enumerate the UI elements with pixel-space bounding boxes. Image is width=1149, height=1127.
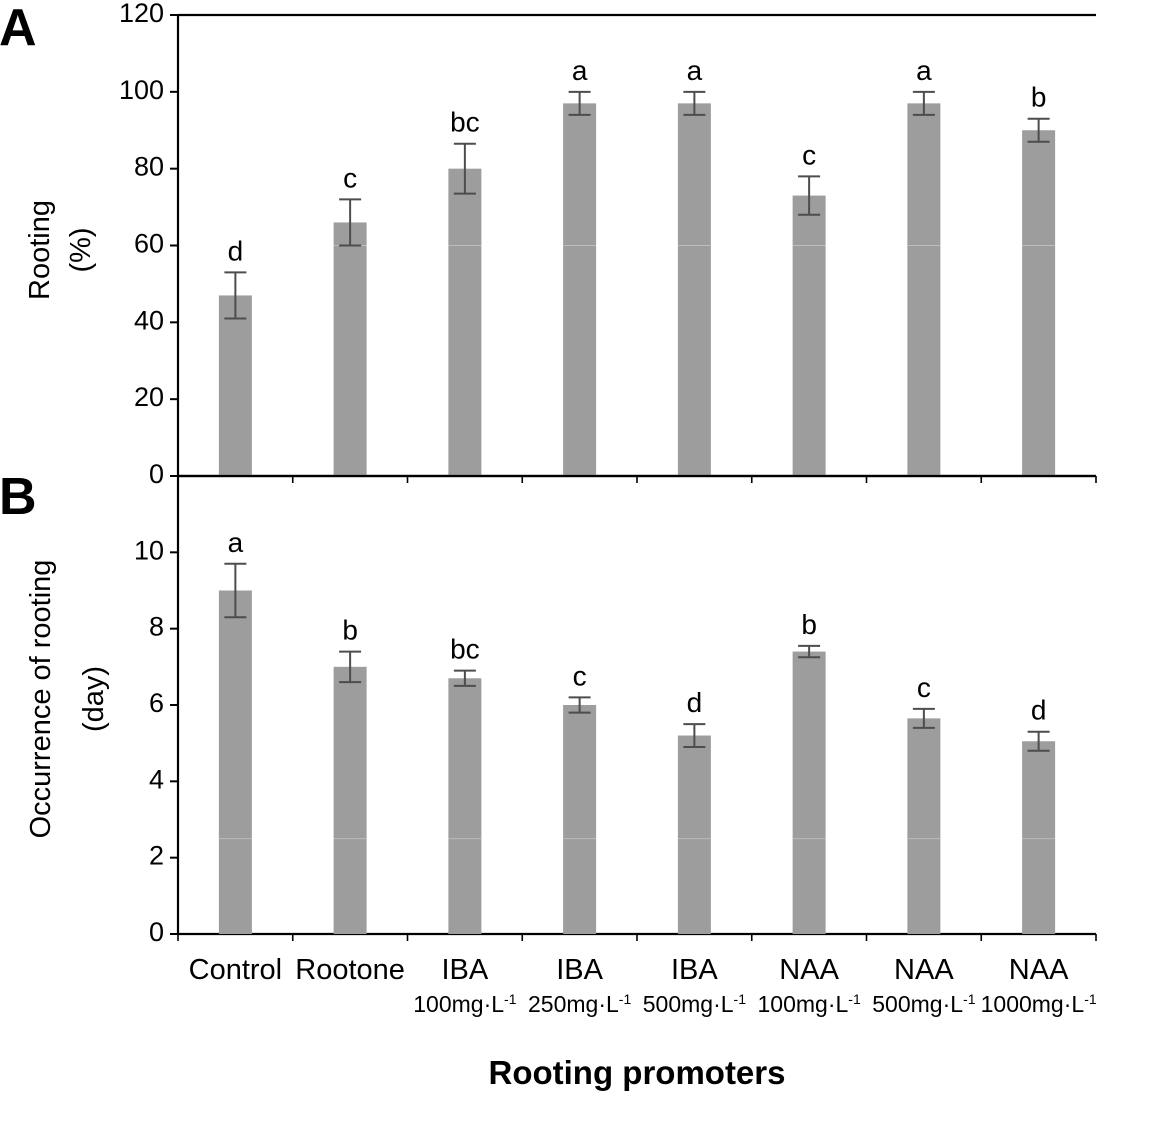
svg-text:8: 8 (149, 612, 164, 642)
svg-text:bc: bc (450, 634, 480, 665)
svg-text:Rooting: Rooting (24, 200, 56, 300)
svg-text:100mg·L-1: 100mg·L-1 (758, 991, 861, 1017)
svg-text:Rootone: Rootone (295, 954, 405, 986)
svg-text:120: 120 (119, 0, 164, 28)
svg-text:60: 60 (134, 229, 164, 259)
svg-text:1000mg·L-1: 1000mg·L-1 (981, 991, 1097, 1017)
svg-text:c: c (802, 139, 816, 170)
svg-text:2: 2 (149, 841, 164, 871)
svg-text:bc: bc (450, 107, 480, 138)
svg-text:d: d (687, 687, 703, 718)
svg-text:100: 100 (119, 75, 164, 105)
svg-text:Rooting promoters: Rooting promoters (489, 1054, 786, 1091)
svg-text:a: a (572, 55, 588, 86)
svg-text:10: 10 (134, 535, 164, 565)
svg-text:500mg·L-1: 500mg·L-1 (643, 991, 746, 1017)
svg-text:c: c (573, 660, 587, 691)
svg-text:b: b (801, 609, 817, 640)
svg-text:0: 0 (149, 459, 164, 489)
svg-text:IBA: IBA (556, 954, 603, 986)
svg-text:6: 6 (149, 688, 164, 718)
svg-text:B: B (0, 468, 37, 526)
svg-text:a: a (916, 55, 932, 86)
svg-text:b: b (1031, 82, 1047, 113)
svg-text:(%): (%) (65, 227, 97, 272)
svg-text:a: a (228, 527, 244, 558)
svg-text:d: d (1031, 695, 1047, 726)
svg-text:NAA: NAA (779, 954, 839, 986)
svg-text:IBA: IBA (671, 954, 718, 986)
svg-text:c: c (917, 672, 931, 703)
svg-text:0: 0 (149, 917, 164, 947)
svg-text:80: 80 (134, 152, 164, 182)
svg-text:Occurrence of rooting: Occurrence of rooting (25, 560, 57, 839)
svg-text:IBA: IBA (442, 954, 489, 986)
svg-text:4: 4 (149, 764, 164, 794)
svg-text:40: 40 (134, 305, 164, 335)
svg-text:NAA: NAA (1009, 954, 1069, 986)
svg-text:20: 20 (134, 382, 164, 412)
svg-text:A: A (0, 0, 37, 57)
svg-text:d: d (228, 235, 244, 266)
svg-text:a: a (687, 55, 703, 86)
svg-text:NAA: NAA (894, 954, 954, 986)
svg-text:c: c (343, 162, 357, 193)
svg-text:b: b (342, 615, 358, 646)
svg-text:250mg·L-1: 250mg·L-1 (528, 991, 631, 1017)
svg-text:100mg·L-1: 100mg·L-1 (413, 991, 516, 1017)
svg-text:500mg·L-1: 500mg·L-1 (872, 991, 975, 1017)
svg-text:Control: Control (189, 954, 283, 986)
svg-text:(day): (day) (78, 666, 110, 732)
